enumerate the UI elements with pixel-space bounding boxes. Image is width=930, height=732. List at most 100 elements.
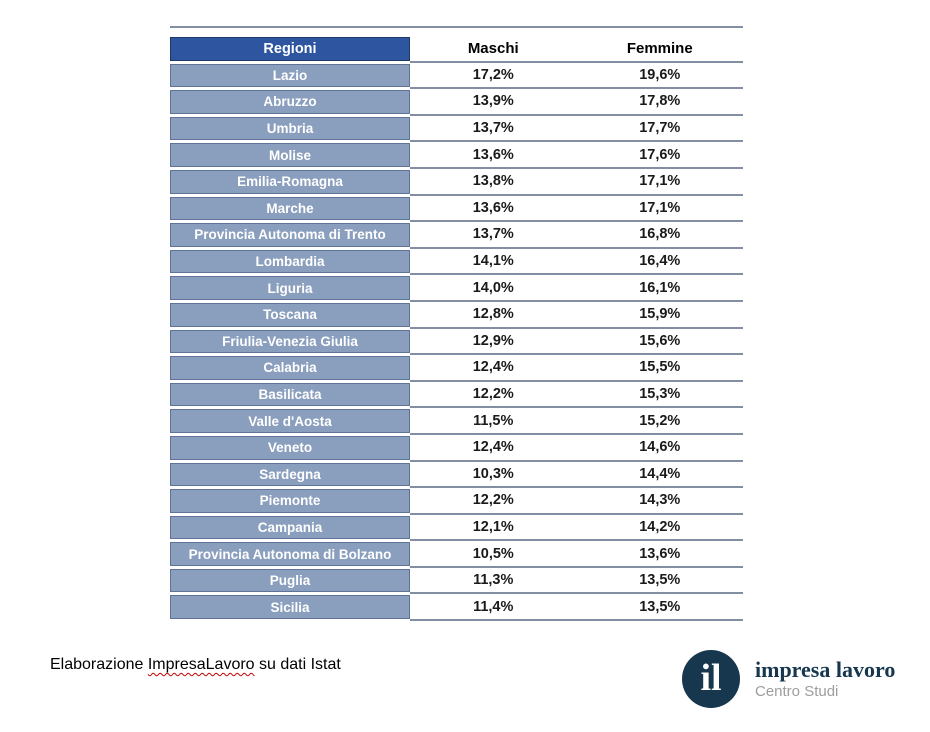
region-name-cell: Valle d'Aosta: [170, 409, 410, 433]
femmine-value-cell: 15,9%: [639, 306, 681, 323]
region-name-cell: Molise: [170, 143, 410, 167]
value-cells: 12,8% 15,9%: [410, 302, 743, 329]
femmine-value-cell: 13,6%: [639, 545, 681, 562]
femmine-value-cell: 16,8%: [639, 226, 681, 243]
maschi-value-cell: 12,8%: [472, 306, 514, 323]
table-row: Toscana 12,8% 15,9%: [170, 302, 743, 329]
table-row: Puglia 11,3% 13,5%: [170, 568, 743, 595]
table-header-row: Regioni Maschi Femmine: [170, 36, 743, 63]
value-cells: 12,4% 15,5%: [410, 355, 743, 382]
table-row: Molise 13,6% 17,6%: [170, 142, 743, 169]
maschi-value-cell: 13,9%: [472, 93, 514, 110]
value-cells: 12,4% 14,6%: [410, 435, 743, 462]
value-cells: 10,3% 14,4%: [410, 462, 743, 489]
regions-table: Regioni Maschi Femmine Lazio 17,2% 19,6% Ab…: [170, 26, 743, 622]
maschi-value-cell: 17,2%: [472, 66, 514, 83]
femmine-value-cell: 17,6%: [639, 146, 681, 163]
logo-name: impresa lavoro: [755, 656, 896, 682]
table-row: Lombardia 14,1% 16,4%: [170, 249, 743, 276]
value-cells: 11,5% 15,2%: [410, 408, 743, 435]
femmine-value-cell: 14,3%: [639, 492, 681, 509]
column-header-femmine: Femmine: [626, 39, 693, 57]
region-name-cell: Abruzzo: [170, 90, 410, 114]
value-cells: 13,9% 17,8%: [410, 89, 743, 116]
region-column-header: Regioni: [170, 37, 410, 61]
table-row: Provincia Autonoma di Bolzano 10,5% 13,6%: [170, 541, 743, 568]
maschi-value-cell: 10,5%: [472, 545, 514, 562]
maschi-value-cell: 12,1%: [472, 518, 514, 535]
region-name-cell: Lazio: [170, 63, 410, 88]
table-row: Piemonte 12,2% 14,3%: [170, 488, 743, 515]
value-cells: 10,5% 13,6%: [410, 541, 743, 568]
femmine-value-cell: 14,2%: [639, 518, 681, 535]
maschi-value-cell: 11,5%: [473, 412, 514, 429]
region-name-cell: Liguria: [170, 276, 410, 300]
region-name-cell: Toscana: [170, 302, 410, 327]
region-name-cell: Emilia-Romagna: [170, 169, 410, 194]
maschi-value-cell: 13,6%: [472, 199, 514, 216]
column-header-maschi: Maschi: [467, 39, 519, 57]
value-cells: 13,7% 16,8%: [410, 222, 743, 249]
femmine-value-cell: 17,1%: [639, 173, 681, 190]
value-cells: 12,9% 15,6%: [410, 329, 743, 356]
maschi-value-cell: 12,2%: [472, 492, 514, 509]
value-cells: 12,1% 14,2%: [410, 515, 743, 542]
femmine-value-cell: 17,8%: [639, 93, 681, 110]
table-row: Calabria 12,4% 15,5%: [170, 355, 743, 382]
value-cells: 12,2% 15,3%: [410, 382, 743, 409]
femmine-value-cell: 16,4%: [639, 253, 681, 270]
source-caption: Elaborazione ImpresaLavoro su dati Istat: [50, 656, 341, 674]
table-row: Marche 13,6% 17,1%: [170, 196, 743, 223]
value-cells: 14,1% 16,4%: [410, 249, 743, 276]
femmine-value-cell: 19,6%: [639, 66, 681, 83]
table-row: Valle d'Aosta 11,5% 15,2%: [170, 408, 743, 435]
maschi-value-cell: 10,3%: [472, 465, 514, 482]
table-row: Lazio 17,2% 19,6%: [170, 63, 743, 90]
region-name-cell: Sardegna: [170, 462, 410, 487]
value-cells: 13,6% 17,1%: [410, 196, 743, 223]
region-name-cell: Marche: [170, 196, 410, 221]
femmine-value-cell: 14,4%: [639, 465, 681, 482]
region-name-cell: Sicilia: [170, 595, 410, 620]
table-row: Abruzzo 13,9% 17,8%: [170, 89, 743, 116]
maschi-value-cell: 11,4%: [473, 598, 514, 615]
table-row: Sicilia 11,4% 13,5%: [170, 594, 743, 622]
maschi-value-cell: 13,7%: [472, 120, 514, 137]
region-name-cell: Provincia Autonoma di Bolzano: [170, 542, 410, 566]
femmine-value-cell: 14,6%: [639, 439, 681, 456]
impresa-lavoro-logo: il impresa lavoro Centro Studi: [682, 650, 895, 708]
maschi-value-cell: 11,3%: [473, 572, 514, 589]
region-name-cell: Puglia: [170, 568, 410, 593]
caption-prefix: Elaborazione: [50, 656, 148, 673]
maschi-value-cell: 14,0%: [472, 279, 514, 296]
femmine-value-cell: 17,1%: [639, 199, 681, 216]
femmine-value-cell: 17,7%: [639, 120, 681, 137]
value-cells: 17,2% 19,6%: [410, 63, 743, 90]
femmine-value-cell: 13,5%: [639, 598, 681, 615]
femmine-value-cell: 15,6%: [639, 332, 681, 349]
region-name-cell: Provincia Autonoma di Trento: [170, 223, 410, 247]
value-cells: 13,7% 17,7%: [410, 116, 743, 143]
table-row: Sardegna 10,3% 14,4%: [170, 462, 743, 489]
logo-text-block: impresa lavoro Centro Studi: [755, 658, 895, 700]
maschi-value-cell: 14,1%: [472, 253, 514, 270]
region-name-cell: Lombardia: [170, 249, 410, 274]
maschi-value-cell: 13,6%: [472, 146, 514, 163]
femmine-value-cell: 15,5%: [639, 359, 681, 376]
maschi-value-cell: 12,9%: [472, 332, 514, 349]
value-cells: 12,2% 14,3%: [410, 488, 743, 515]
maschi-value-cell: 13,7%: [472, 226, 514, 243]
value-cells: 13,8% 17,1%: [410, 169, 743, 196]
maschi-value-cell: 13,8%: [472, 173, 514, 190]
value-cells: 13,6% 17,6%: [410, 142, 743, 169]
value-cells: 11,3% 13,5%: [410, 568, 743, 595]
table-row: Friulia-Venezia Giulia 12,9% 15,6%: [170, 329, 743, 356]
caption-suffix: su dati Istat: [254, 656, 341, 673]
region-name-cell: Calabria: [170, 356, 410, 380]
table-row: Liguria 14,0% 16,1%: [170, 275, 743, 302]
table-row: Basilicata 12,2% 15,3%: [170, 382, 743, 409]
region-name-cell: Piemonte: [170, 489, 410, 513]
table-row: Veneto 12,4% 14,6%: [170, 435, 743, 462]
table-top-border: [170, 26, 743, 28]
header-values: Maschi Femmine: [410, 36, 743, 63]
